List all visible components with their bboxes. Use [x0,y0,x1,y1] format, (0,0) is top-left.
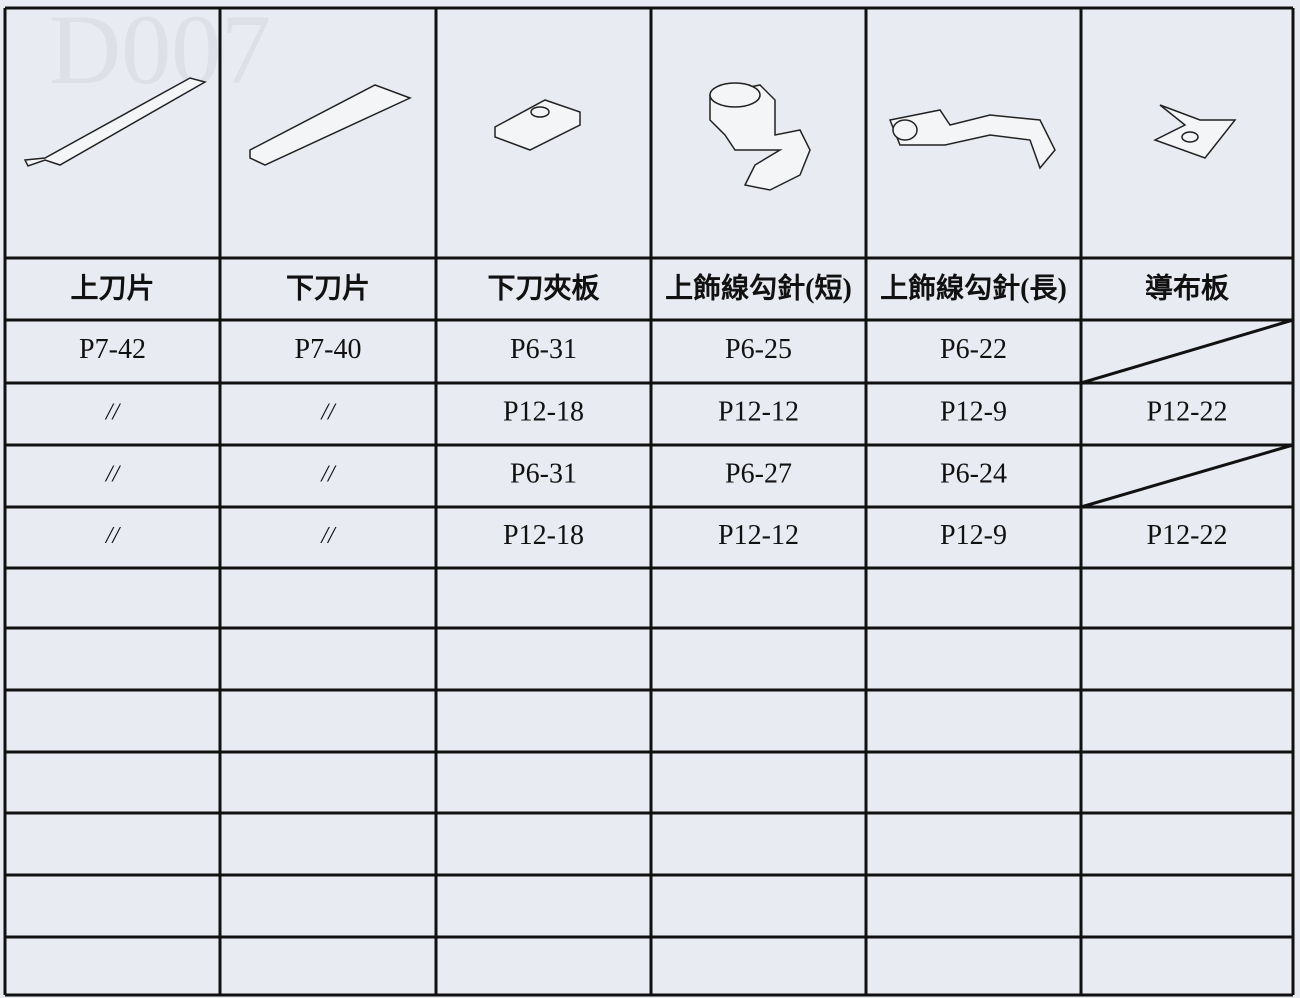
table-cell: P12-9 [940,520,1007,551]
grid [3,6,1295,997]
header-cell: 導布板 [1145,272,1229,304]
table-cell: P7-42 [79,334,146,365]
table-cell: // [319,400,337,426]
short-looper-ring [709,82,761,108]
long-looper-ring [892,119,918,141]
table-cell: P6-24 [940,458,1007,489]
table-cell: // [104,400,122,426]
guide-plate-image [1153,104,1237,159]
header-cell: 下刀片 [286,272,370,304]
table-cell: P12-22 [1147,396,1228,427]
part-images [23,77,1237,191]
header-cell: 上刀片 [70,272,154,304]
table-cell: P12-9 [940,396,1007,427]
lower-blade-image [249,84,412,166]
header-cell: 上飾線勾針(長) [880,271,1067,304]
clamp-hole [530,106,550,118]
watermark: D007 [49,0,271,105]
diagonal-line [1080,443,1294,509]
table-cell: P6-22 [940,334,1007,365]
table-cell: P12-18 [503,520,584,551]
table-cell: P6-27 [725,458,792,489]
header-cell: 上飾線勾針(短) [665,271,852,304]
table-cell: P6-31 [510,334,577,365]
table-cell: // [104,462,122,488]
upper-blade-image [23,77,207,167]
table-cell: // [319,462,337,488]
table-cell: P12-12 [718,520,799,551]
guide-plate-hole [1181,131,1199,143]
table-cell: P7-40 [295,334,362,365]
table-cell: P6-31 [510,458,577,489]
long-looper-image [888,109,1056,170]
header-cell: 下刀夾板 [487,272,599,304]
diagonal-line [1080,318,1294,385]
table-cell: P12-12 [718,396,799,427]
table-cell: P12-22 [1147,520,1228,551]
table-cell: P6-25 [725,334,792,365]
table-cell: // [104,523,122,549]
short-looper-image [709,84,811,191]
table-cell: P12-18 [503,396,584,427]
table-cell: // [319,523,337,549]
clamp-image [494,99,581,151]
